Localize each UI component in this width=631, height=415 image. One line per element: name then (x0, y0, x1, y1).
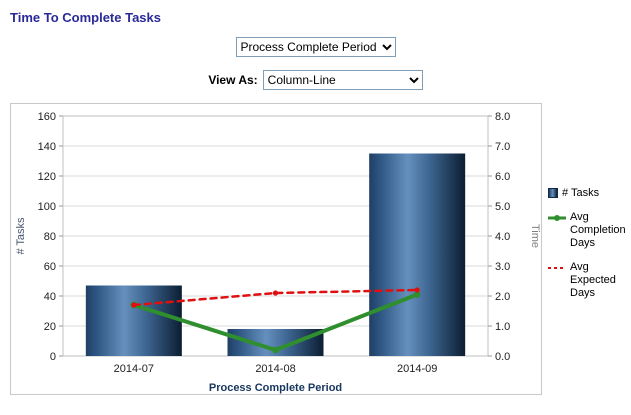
x-tick-label: 2014-07 (114, 363, 154, 375)
right-axis-title: Time (529, 224, 541, 248)
x-tick-label: 2014-08 (255, 363, 295, 375)
svg-text:0.0: 0.0 (495, 351, 510, 363)
bar-2014-09 (369, 153, 466, 356)
page: Time To Complete Tasks Process Complete … (10, 10, 626, 395)
legend-swatch-bar (548, 188, 558, 198)
svg-text:3.0: 3.0 (495, 261, 510, 273)
svg-text:120: 120 (38, 171, 56, 183)
period-select[interactable]: Process Complete Period (235, 37, 396, 57)
chart-svg: 0 20 40 60 80 100 120 140 160 0.0 1.0 2.0 3.0 4.0 5.0 6… (15, 111, 541, 394)
page-title: Time To Complete Tasks (10, 10, 161, 25)
svg-text:7.0: 7.0 (495, 141, 510, 153)
chart-legend: # Tasks Avg Completion Days Avg Expected D… (548, 187, 626, 311)
svg-text:140: 140 (38, 141, 56, 153)
svg-text:1.0: 1.0 (495, 321, 510, 333)
left-axis-title: # Tasks (15, 217, 27, 255)
bar-2014-07 (85, 285, 182, 356)
svg-text:6.0: 6.0 (495, 171, 510, 183)
x-axis-title: Process Complete Period (209, 382, 342, 394)
svg-text:60: 60 (44, 261, 56, 273)
chart-area: 0 20 40 60 80 100 120 140 160 0.0 1.0 2.0 3.0 4.0 5.0 6… (10, 103, 626, 395)
legend-swatch-line (548, 215, 566, 221)
svg-text:40: 40 (44, 291, 56, 303)
view-as-label: View As: (208, 73, 258, 87)
legend-item-1: Avg Completion Days (548, 211, 626, 250)
chart-panel: 0 20 40 60 80 100 120 140 160 0.0 1.0 2.0 3.0 4.0 5.0 6… (10, 103, 542, 395)
svg-text:5.0: 5.0 (495, 201, 510, 213)
svg-text:0: 0 (50, 351, 56, 363)
legend-label: Avg Expected Days (570, 261, 616, 299)
legend-swatch-dashed-line (548, 267, 566, 269)
legend-item-0: # Tasks (548, 187, 626, 200)
svg-text:2.0: 2.0 (495, 291, 510, 303)
svg-text:80: 80 (44, 231, 56, 243)
legend-item-2: Avg Expected Days (548, 261, 626, 300)
legend-label: # Tasks (562, 187, 600, 199)
svg-text:8.0: 8.0 (495, 111, 510, 123)
svg-text:20: 20 (44, 321, 56, 333)
view-as-row: View As: Column-Line (10, 70, 621, 90)
svg-text:160: 160 (38, 111, 56, 123)
x-tick-label: 2014-09 (397, 363, 437, 375)
legend-label: Avg Completion Days (570, 211, 626, 249)
svg-text:4.0: 4.0 (495, 231, 510, 243)
svg-text:100: 100 (38, 201, 56, 213)
period-select-row: Process Complete Period (10, 37, 621, 57)
view-as-select[interactable]: Column-Line (262, 70, 423, 90)
